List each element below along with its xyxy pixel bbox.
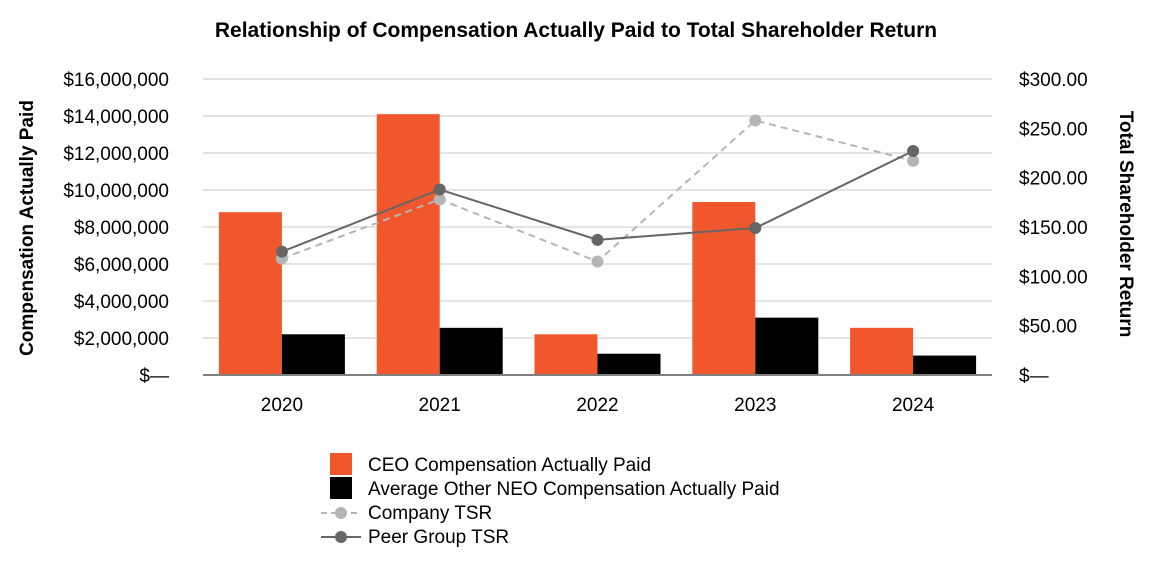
peer-tsr-point-2022 <box>591 233 604 246</box>
y-right-tick-label: $50.00 <box>1019 317 1077 338</box>
peer-tsr-point-2020 <box>275 245 288 258</box>
x-tick-label: 2023 <box>734 395 776 416</box>
bar-neo-2021 <box>439 327 503 375</box>
tsr-lines <box>275 114 920 268</box>
company-tsr-point-2022 <box>591 255 604 268</box>
legend-swatch-ceo <box>330 453 352 475</box>
y-left-tick-label: $6,000,000 <box>74 255 169 276</box>
company-tsr-point-2023 <box>749 114 762 127</box>
legend-label: Peer Group TSR <box>368 527 509 548</box>
axes: $— $2,000,000 $4,000,000 $6,000,000 $8,000,0… <box>63 70 1087 416</box>
x-tick-label: 2022 <box>576 395 618 416</box>
grid-lines <box>203 78 992 339</box>
y-axis-left-title: Compensation Actually Paid <box>17 100 38 356</box>
bar-neo-2023 <box>755 317 819 375</box>
y-right-tick-label: $100.00 <box>1019 267 1088 288</box>
bar-neo-2024 <box>913 355 977 375</box>
legend-label: Average Other NEO Compensation Actually … <box>368 479 780 500</box>
x-tick-label: 2020 <box>261 395 303 416</box>
y-axis-right-title: Total Shareholder Return <box>1115 111 1136 338</box>
y-right-tick-label: $200.00 <box>1019 169 1088 190</box>
chart-title: Relationship of Compensation Actually Pa… <box>215 19 937 42</box>
y-left-tick-label: $10,000,000 <box>63 181 169 202</box>
y-right-tick-label: $150.00 <box>1019 218 1088 239</box>
bar-ceo-2021 <box>376 114 440 376</box>
bars <box>218 114 977 376</box>
peer-tsr-point-2024 <box>907 145 920 158</box>
legend-marker-peer-tsr <box>335 531 347 543</box>
y-right-tick-label: $300.00 <box>1019 70 1088 91</box>
y-left-tick-label: $8,000,000 <box>74 218 169 239</box>
company-tsr-point-2021 <box>433 193 446 206</box>
bar-neo-2022 <box>597 353 661 375</box>
legend: CEO Compensation Actually Paid Average Ot… <box>321 453 780 548</box>
x-tick-label: 2021 <box>419 395 461 416</box>
y-right-tick-label: $— <box>1019 366 1049 387</box>
y-left-tick-label: $4,000,000 <box>74 292 169 313</box>
legend-marker-company-tsr <box>335 507 347 519</box>
y-right-tick-label: $250.00 <box>1019 119 1088 140</box>
bar-ceo-2024 <box>850 327 914 375</box>
peer-tsr-point-2021 <box>433 183 446 196</box>
bar-neo-2020 <box>281 334 345 375</box>
legend-label: CEO Compensation Actually Paid <box>368 455 651 476</box>
y-left-tick-label: $16,000,000 <box>63 70 169 91</box>
peer-tsr-point-2023 <box>749 221 762 234</box>
y-left-tick-label: $14,000,000 <box>63 107 169 128</box>
y-left-tick-label: $2,000,000 <box>74 329 169 350</box>
company-tsr-point-2024 <box>907 154 920 167</box>
x-tick-label: 2024 <box>892 395 935 416</box>
bar-ceo-2020 <box>218 212 282 375</box>
legend-label: Company TSR <box>368 503 492 524</box>
y-left-tick-label: $— <box>139 366 169 387</box>
bar-ceo-2022 <box>534 334 598 375</box>
y-left-tick-label: $12,000,000 <box>63 144 169 165</box>
legend-swatch-neo <box>330 477 352 499</box>
